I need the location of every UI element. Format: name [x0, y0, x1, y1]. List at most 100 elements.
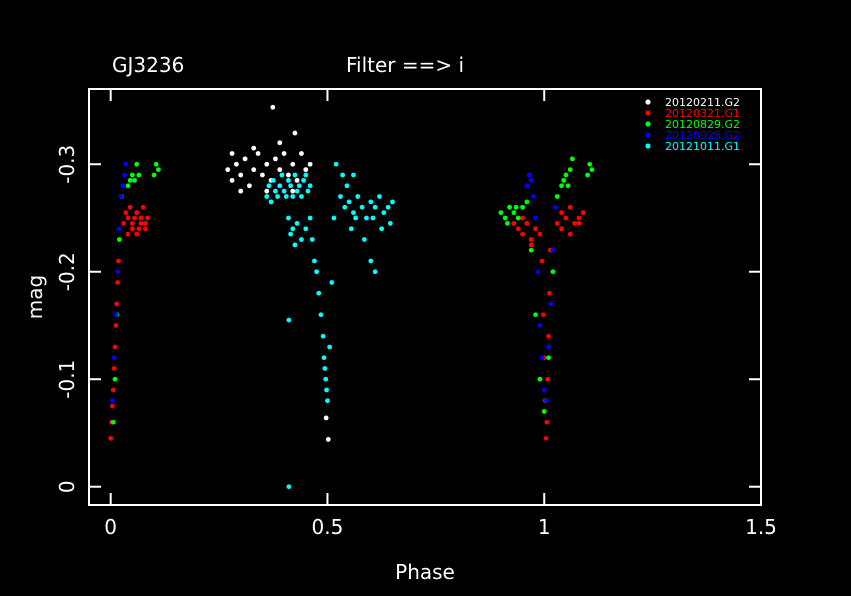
data-point	[125, 183, 131, 189]
data-point	[507, 204, 512, 210]
data-point	[346, 199, 352, 205]
x-tick-label: 1	[538, 515, 551, 539]
data-point	[545, 376, 551, 382]
data-point	[498, 210, 504, 216]
data-point	[314, 269, 320, 275]
data-point	[286, 317, 292, 323]
data-point	[123, 161, 129, 167]
data-point	[115, 269, 121, 275]
data-point	[513, 204, 519, 210]
data-point	[528, 242, 534, 248]
data-point	[348, 226, 354, 232]
legend-marker	[645, 110, 651, 116]
data-point	[290, 226, 296, 232]
data-point	[279, 172, 285, 178]
data-point	[138, 215, 144, 221]
data-point	[541, 387, 547, 393]
data-point	[539, 258, 545, 264]
legend-marker	[645, 99, 651, 105]
data-point	[344, 183, 350, 189]
data-point	[576, 215, 582, 221]
data-point	[537, 376, 543, 382]
data-point	[305, 188, 311, 194]
data-point	[372, 204, 378, 210]
data-point	[264, 194, 270, 199]
data-point	[294, 188, 300, 194]
data-point	[273, 188, 278, 194]
data-point	[520, 204, 525, 210]
data-point	[528, 177, 534, 183]
data-point	[299, 237, 304, 242]
data-point	[286, 177, 291, 183]
data-point	[377, 194, 382, 199]
data-point	[327, 344, 333, 350]
data-point	[537, 323, 543, 328]
data-point	[110, 419, 116, 425]
data-point	[572, 220, 577, 226]
data-point	[129, 220, 135, 226]
data-point	[550, 269, 556, 275]
data-point	[288, 231, 293, 237]
data-point	[379, 226, 385, 232]
data-point	[546, 333, 551, 339]
data-point	[140, 204, 146, 210]
data-point	[290, 188, 296, 194]
data-point	[301, 177, 307, 183]
data-point	[299, 151, 304, 156]
data-point	[110, 403, 115, 409]
data-point	[138, 220, 144, 226]
x-axis-label: Phase	[395, 560, 455, 584]
data-point	[325, 437, 331, 442]
data-point	[540, 312, 546, 318]
data-point	[351, 210, 356, 216]
data-point	[132, 215, 137, 221]
data-point	[533, 312, 538, 318]
data-point	[316, 290, 322, 296]
data-point	[387, 220, 393, 226]
data-point	[292, 130, 298, 136]
data-point	[111, 355, 117, 361]
data-point	[132, 177, 137, 183]
data-point	[277, 140, 283, 146]
data-point	[281, 151, 287, 156]
data-point	[559, 183, 564, 189]
data-point	[110, 398, 115, 404]
data-point	[511, 210, 517, 216]
data-point	[307, 183, 313, 189]
data-point	[561, 177, 567, 183]
data-point	[546, 355, 551, 361]
data-point	[559, 226, 564, 232]
data-point	[116, 237, 122, 242]
data-point	[528, 237, 534, 242]
data-point	[114, 301, 120, 307]
data-point	[338, 194, 343, 199]
data-point	[524, 220, 530, 226]
data-point	[385, 204, 391, 210]
y-tick-label: -0.2	[55, 252, 79, 291]
data-point	[283, 194, 289, 199]
legend-label: 20120321.G1	[665, 107, 740, 120]
data-point	[530, 194, 536, 199]
data-point	[520, 231, 525, 237]
x-tick-label: 0	[104, 515, 117, 539]
data-point	[537, 231, 543, 237]
data-point	[544, 419, 550, 425]
data-point	[533, 226, 538, 232]
data-point	[307, 161, 313, 167]
data-point	[570, 156, 575, 162]
legend-label: 20121011.G1	[665, 140, 740, 153]
data-point	[546, 344, 551, 350]
data-point	[286, 484, 292, 490]
data-point	[370, 215, 376, 221]
data-point	[565, 183, 571, 189]
data-point	[145, 215, 150, 221]
data-point	[567, 204, 573, 210]
data-point	[325, 398, 330, 404]
data-point	[323, 415, 329, 421]
data-point	[112, 376, 118, 382]
data-point	[554, 220, 560, 226]
legend-label: 20120211.G2	[665, 96, 740, 109]
data-point	[322, 366, 328, 371]
